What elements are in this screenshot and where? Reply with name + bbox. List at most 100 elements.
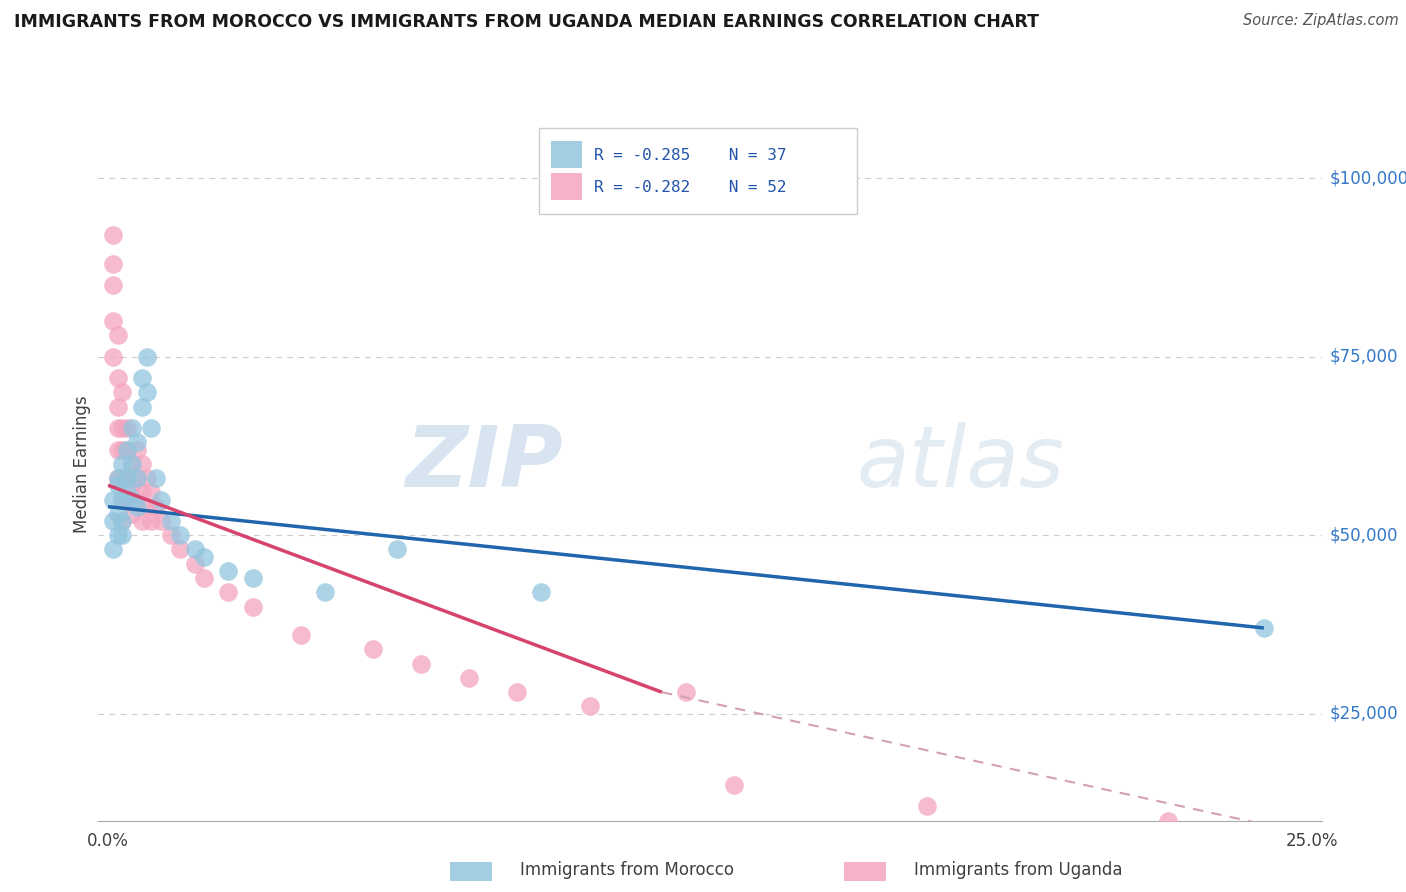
Point [131,514,153,528]
FancyBboxPatch shape [538,128,856,214]
FancyBboxPatch shape [551,141,582,168]
Point [150,492,173,507]
Text: Immigrants from Uganda: Immigrants from Uganda [914,861,1122,879]
Y-axis label: Median Earnings: Median Earnings [73,395,91,533]
Text: R = -0.282    N = 52: R = -0.282 N = 52 [593,180,786,195]
Point [117,421,139,435]
Point [184,542,207,557]
Point [217,585,239,599]
Point [135,350,157,364]
Point [111,514,134,528]
Text: $100,000: $100,000 [1330,169,1406,187]
Point [1253,621,1275,635]
Point [125,442,148,457]
Point [135,471,157,485]
Point [458,671,481,685]
Point [107,528,129,542]
Point [111,492,134,507]
Point [506,685,529,699]
Point [107,442,129,457]
Point [145,500,167,514]
Point [101,350,124,364]
Point [107,507,129,521]
Point [101,514,124,528]
Point [117,442,139,457]
Point [121,457,143,471]
Point [101,257,124,271]
Point [131,485,153,500]
Point [125,471,148,485]
Text: ZIP: ZIP [405,422,564,506]
Point [361,642,384,657]
Point [125,500,148,514]
Point [101,278,124,293]
Point [314,585,336,599]
Point [111,385,134,400]
Point [117,471,139,485]
Point [111,514,134,528]
Point [107,478,129,492]
Point [117,471,139,485]
Text: IMMIGRANTS FROM MOROCCO VS IMMIGRANTS FROM UGANDA MEDIAN EARNINGS CORRELATION CH: IMMIGRANTS FROM MOROCCO VS IMMIGRANTS FR… [14,13,1039,31]
Point [117,442,139,457]
Point [107,328,129,343]
Point [111,442,134,457]
Text: R = -0.285    N = 37: R = -0.285 N = 37 [593,148,786,163]
Text: $50,000: $50,000 [1330,526,1399,544]
Point [675,685,697,699]
Point [125,471,148,485]
Point [117,492,139,507]
Point [135,385,157,400]
Point [141,485,163,500]
Point [107,471,129,485]
Point [121,507,143,521]
Point [121,457,143,471]
Point [145,471,167,485]
Point [131,400,153,414]
Point [107,471,129,485]
Point [101,542,124,557]
Point [111,471,134,485]
Text: Immigrants from Morocco: Immigrants from Morocco [520,861,734,879]
Point [385,542,408,557]
Point [135,500,157,514]
Point [131,371,153,385]
Point [409,657,432,671]
Point [125,492,148,507]
Point [101,492,124,507]
Point [193,549,215,564]
Point [111,492,134,507]
Point [117,485,139,500]
Point [217,564,239,578]
Point [184,557,207,571]
Text: $25,000: $25,000 [1330,705,1399,723]
Point [578,699,600,714]
Text: Source: ZipAtlas.com: Source: ZipAtlas.com [1243,13,1399,29]
Point [290,628,312,642]
Point [242,599,264,614]
Point [121,492,143,507]
Point [111,421,134,435]
Point [1156,814,1178,828]
Point [159,514,181,528]
Point [111,457,134,471]
Point [150,514,173,528]
Point [111,528,134,542]
Point [169,528,191,542]
Point [193,571,215,585]
Point [242,571,264,585]
Point [107,400,129,414]
Text: atlas: atlas [856,422,1064,506]
Text: $75,000: $75,000 [1330,348,1399,366]
Point [141,514,163,528]
Point [107,371,129,385]
Point [121,421,143,435]
Point [159,528,181,542]
Point [101,314,124,328]
Point [915,799,938,814]
Point [101,228,124,243]
FancyBboxPatch shape [551,173,582,200]
Point [121,478,143,492]
Point [107,421,129,435]
Point [723,778,745,792]
